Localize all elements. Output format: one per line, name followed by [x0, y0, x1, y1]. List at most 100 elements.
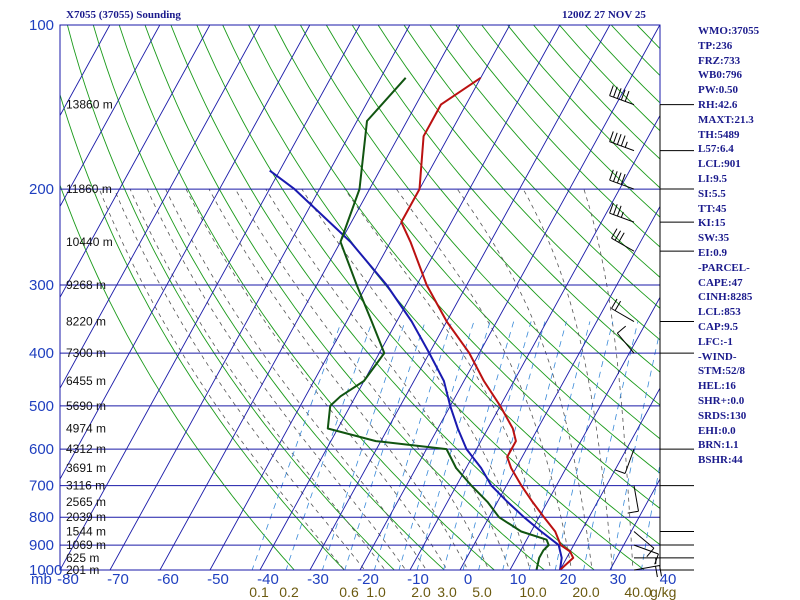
- dry-adiabat: [300, 25, 660, 440]
- index-line: EHI:0.0: [698, 424, 736, 437]
- index-line: EI:0.9: [698, 246, 728, 259]
- isotherm: [559, 387, 660, 570]
- isotherm: [60, 25, 361, 570]
- temperature-tick-label: -40: [257, 571, 279, 588]
- temperature-tick-label: -60: [157, 571, 179, 588]
- moist-adiabat: [234, 188, 490, 570]
- chart-title: X7055 (37055) Sounding: [66, 9, 181, 21]
- dry-adiabat: [66, 25, 395, 570]
- height-label: 8220 m: [66, 315, 106, 329]
- height-label: 9268 m: [66, 278, 106, 292]
- index-line: HEL:16: [698, 380, 736, 393]
- temperature-tick-label: -30: [307, 571, 329, 588]
- isotherm: [259, 25, 561, 570]
- index-line: -WIND-: [698, 350, 737, 363]
- mixing-ratio-label: 40.0: [624, 584, 651, 600]
- pressure-tick-label: 300: [29, 277, 54, 294]
- dry-adiabat: [118, 25, 495, 570]
- mixing-ratio-line: [610, 329, 660, 570]
- wind-barb: [614, 448, 694, 474]
- moist-adiabat: [165, 188, 427, 570]
- moist-adiabat: [185, 188, 448, 570]
- index-line: WMO:37055: [698, 25, 760, 37]
- isotherm: [0, 25, 10, 570]
- wind-barb: [616, 325, 694, 354]
- pressure-tick-label: 200: [29, 181, 54, 198]
- wind-barb: [609, 85, 694, 106]
- wind-barb: [609, 169, 694, 190]
- index-line: CAPE:47: [698, 276, 743, 289]
- index-line: FRZ:733: [698, 54, 741, 67]
- index-line: BRN:1.1: [698, 439, 739, 452]
- mixing-ratio-label: 3.0: [437, 584, 457, 600]
- dry-adiabat: [429, 25, 660, 278]
- isotherm: [60, 25, 211, 299]
- index-line: LFC:-1: [698, 335, 733, 348]
- isotherm: [60, 25, 161, 208]
- height-label: 1069 m: [66, 538, 106, 552]
- moist-adiabat: [456, 188, 593, 570]
- index-line: TH:5489: [698, 128, 740, 141]
- wind-barb: [627, 485, 694, 514]
- isotherm: [159, 25, 461, 570]
- index-line: STM:52/8: [698, 365, 746, 378]
- temperature-tick-label: -80: [57, 571, 79, 588]
- pressure-tick-label: 700: [29, 478, 54, 495]
- isotherm: [209, 25, 511, 570]
- mixing-ratio-label: 0.2: [279, 584, 299, 600]
- height-label: 625 m: [66, 551, 99, 565]
- pressure-tick-label: 800: [29, 509, 54, 526]
- dewpoint-line: [326, 77, 550, 570]
- pressure-tick-label: 1000: [29, 562, 62, 579]
- mixing-ratio-line: [344, 321, 426, 570]
- height-label: 4974 m: [66, 422, 106, 436]
- moist-adiabat: [98, 188, 345, 570]
- height-label: 3116 m: [66, 479, 105, 493]
- dry-adiabat: [144, 25, 545, 570]
- isotherm: [309, 25, 611, 570]
- pressure-unit-label: mb: [31, 571, 52, 588]
- index-line: MAXT:21.3: [698, 113, 754, 126]
- mixing-ratio-label: 5.0: [472, 584, 492, 600]
- mixing-ratio-line: [478, 321, 546, 570]
- dry-adiabat: [351, 25, 660, 373]
- dry-adiabat: [403, 25, 660, 309]
- dry-adiabat: [248, 25, 660, 509]
- temperature-tick-label: 30: [610, 571, 627, 588]
- dry-adiabat: [92, 25, 445, 570]
- index-line: -PARCEL-: [698, 261, 750, 274]
- index-line: SI:5.5: [698, 187, 726, 200]
- isotherm: [109, 25, 411, 570]
- mixing-ratio-line: [398, 321, 475, 570]
- mixing-ratio-unit-label: g/kg: [650, 584, 676, 600]
- mixing-ratio-label: 0.1: [249, 584, 269, 600]
- moist-adiabat: [265, 188, 510, 570]
- moist-adiabat: [208, 188, 469, 570]
- height-label: 1544 m: [66, 525, 106, 539]
- temperature-tick-label: -70: [107, 571, 129, 588]
- height-label: 201 m: [66, 563, 99, 577]
- wind-barb: [633, 531, 694, 558]
- index-line: SRDS:130: [698, 409, 747, 422]
- index-line: BSHR:44: [698, 454, 743, 467]
- mixing-ratio-label: 20.0: [572, 584, 599, 600]
- isotherm: [459, 205, 660, 570]
- wind-barb: [633, 565, 694, 578]
- index-line: CAP:9.5: [698, 320, 739, 333]
- mixing-ratio-line: [251, 321, 342, 570]
- isotherm: [409, 114, 660, 570]
- isotherm: [60, 25, 311, 481]
- height-label: 13860 m: [66, 98, 113, 112]
- mixing-ratio-line: [321, 321, 406, 570]
- moist-adiabat: [113, 188, 366, 570]
- moist-adiabat: [146, 188, 407, 570]
- dry-adiabat: [60, 93, 345, 570]
- height-label: 3691 m: [66, 461, 106, 475]
- moist-adiabat: [522, 188, 614, 570]
- mixing-ratio-label: 2.0: [411, 584, 431, 600]
- height-label: 10440 m: [66, 235, 113, 249]
- height-label: 5690 m: [66, 399, 106, 413]
- wind-barb: [611, 298, 694, 323]
- moist-adiabat: [396, 188, 573, 570]
- pressure-tick-label: 600: [29, 441, 54, 458]
